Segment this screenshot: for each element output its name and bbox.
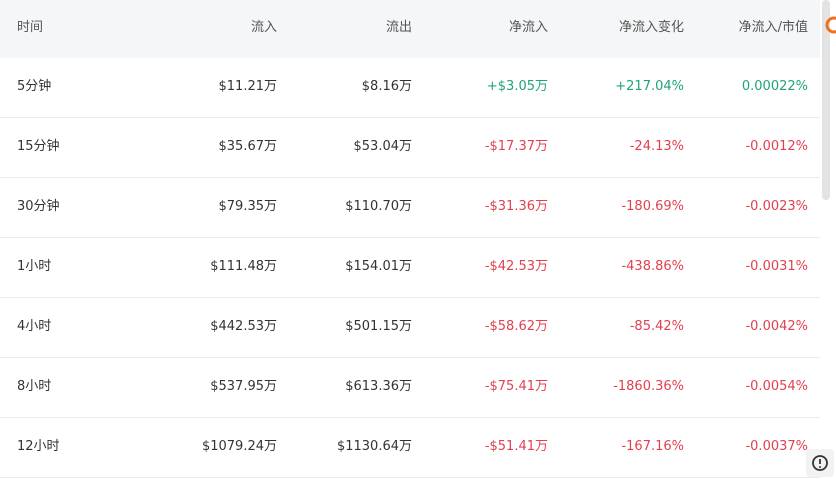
value-cell: $613.36万 <box>345 379 412 394</box>
value-cell: -180.69% <box>621 199 684 214</box>
table-header: 时间 流入 流出 净流入 净流入变化 净流入/市值 <box>0 0 820 58</box>
value-cell: -0.0031% <box>745 259 808 274</box>
header-cell: 流入 <box>250 20 277 35</box>
period-cell: 1小时 <box>17 259 52 274</box>
value-cell: -$75.41万 <box>484 379 548 394</box>
header-cell: 时间 <box>17 20 44 35</box>
table-row: 15分钟 $35.67万 $53.04万 -$17.37万 -24.13% -0.0012… <box>0 118 820 178</box>
value-cell: -0.0054% <box>745 379 808 394</box>
value-cell: -$58.62万 <box>484 319 548 334</box>
value-cell: +217.04% <box>615 79 684 94</box>
table-row: 12小时 $1079.24万 $1130.64万 -$51.41万 -167.16% -0… <box>0 418 820 478</box>
header-cell: 净流入 <box>508 20 548 35</box>
value-cell: -0.0042% <box>745 319 808 334</box>
period-cell: 30分钟 <box>17 199 60 214</box>
value-cell: $1130.64万 <box>336 439 412 454</box>
value-cell: -24.13% <box>629 139 684 154</box>
value-cell: -0.0023% <box>745 199 808 214</box>
period-cell: 15分钟 <box>17 139 60 154</box>
header-cell: 净流入变化 <box>618 20 684 35</box>
value-cell: -$51.41万 <box>484 439 548 454</box>
value-cell: $111.48万 <box>210 259 277 274</box>
value-cell: $53.04万 <box>353 139 413 154</box>
header-cell: 净流入/市值 <box>738 20 808 35</box>
value-cell: $442.53万 <box>210 319 277 334</box>
value-cell: -$17.37万 <box>484 139 548 154</box>
table-row: 5分钟 $11.21万 $8.16万 +$3.05万 +217.04% 0.00022% <box>0 58 820 118</box>
value-cell: $110.70万 <box>345 199 412 214</box>
value-cell: -$31.36万 <box>484 199 548 214</box>
value-cell: $35.67万 <box>218 139 278 154</box>
value-cell: -1860.36% <box>613 379 684 394</box>
value-cell: -$42.53万 <box>484 259 548 274</box>
value-cell: $537.95万 <box>210 379 277 394</box>
header-cell: 流出 <box>385 20 412 35</box>
value-cell: 0.00022% <box>741 79 808 94</box>
table-row: 30分钟 $79.35万 $110.70万 -$31.36万 -180.69% -0.00… <box>0 178 820 238</box>
history-button[interactable] <box>806 449 834 477</box>
value-cell: $154.01万 <box>345 259 412 274</box>
table-row: 8小时 $537.95万 $613.36万 -$75.41万 -1860.36% -0.0… <box>0 358 820 418</box>
value-cell: -0.0012% <box>745 139 808 154</box>
value-cell: $8.16万 <box>361 79 412 94</box>
table-row: 4小时 $442.53万 $501.15万 -$58.62万 -85.42% -0.004… <box>0 298 820 358</box>
value-cell: -85.42% <box>629 319 684 334</box>
value-cell: +$3.05万 <box>486 79 548 94</box>
value-cell: $79.35万 <box>218 199 278 214</box>
value-cell: $501.15万 <box>345 319 412 334</box>
value-cell: -0.0037% <box>745 439 808 454</box>
value-cell: $11.21万 <box>218 79 278 94</box>
period-cell: 12小时 <box>17 439 60 454</box>
period-cell: 4小时 <box>17 319 52 334</box>
period-cell: 8小时 <box>17 379 52 394</box>
value-cell: -167.16% <box>621 439 684 454</box>
value-cell: -438.86% <box>621 259 684 274</box>
scrollbar[interactable] <box>822 0 830 200</box>
table-row: 1小时 $111.48万 $154.01万 -$42.53万 -438.86% -0.00… <box>0 238 820 298</box>
value-cell: $1079.24万 <box>201 439 277 454</box>
period-cell: 5分钟 <box>17 79 52 94</box>
logo-icon[interactable] <box>824 16 836 36</box>
